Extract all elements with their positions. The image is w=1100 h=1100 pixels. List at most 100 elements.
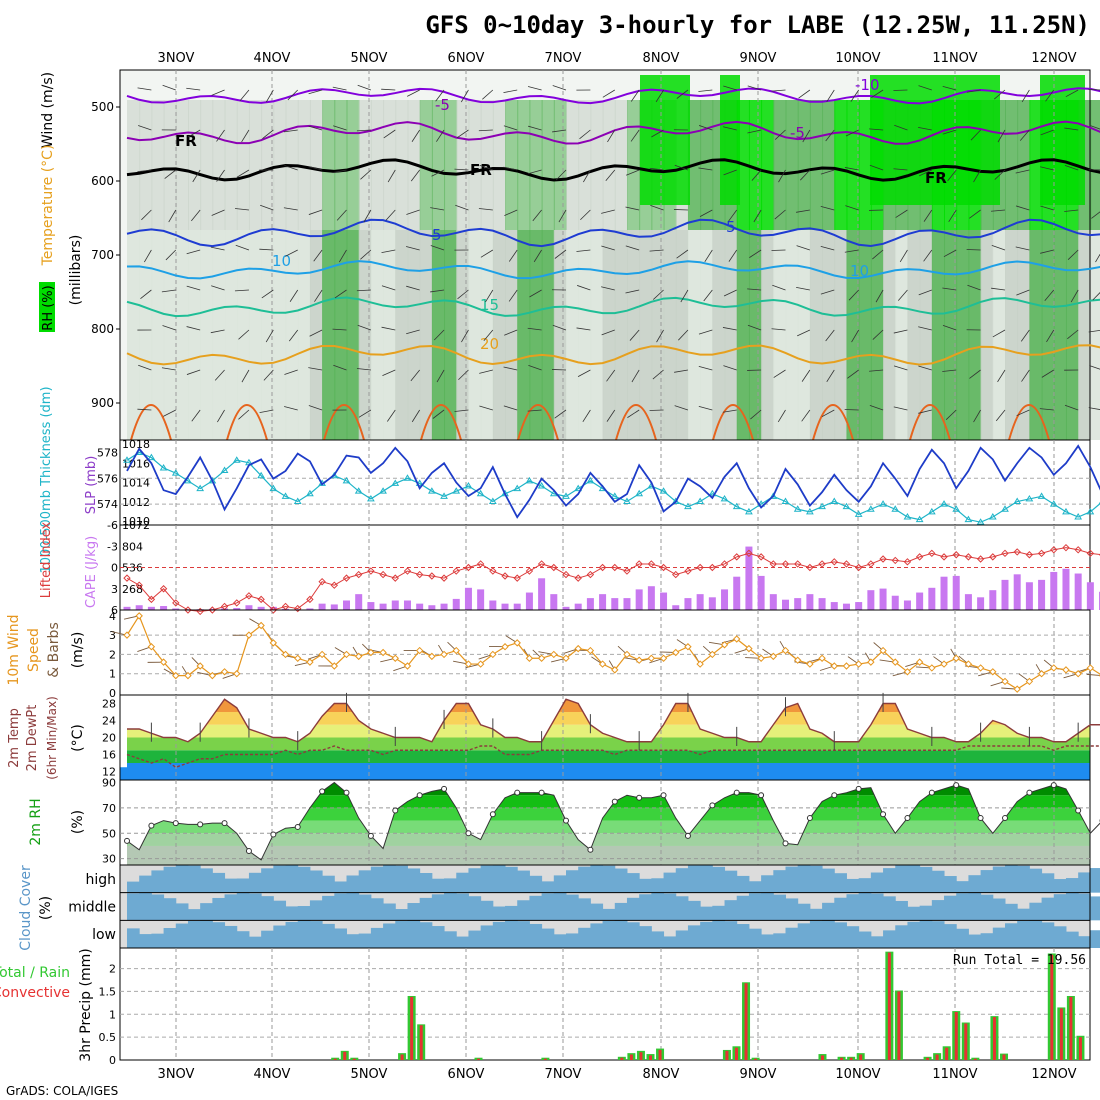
cloud-cell <box>163 927 177 948</box>
rh-shade-mid <box>261 100 275 230</box>
wind-barb <box>650 204 664 211</box>
wind-speed-point <box>976 664 985 672</box>
wind-speed-point <box>818 654 826 662</box>
precip-conv-bar <box>343 1051 347 1060</box>
rh-point <box>1075 807 1082 814</box>
cape-tick-label: 268 <box>122 583 143 596</box>
cloud-cell <box>139 892 152 921</box>
precip-tick-label: 0.5 <box>99 1031 117 1044</box>
cloud-cell <box>1090 868 1100 893</box>
cloud-cell <box>907 921 921 948</box>
rh-shade-mid <box>578 100 592 230</box>
wind-barb <box>969 369 981 379</box>
cape-bar <box>525 592 533 610</box>
wind-speed-point <box>489 650 497 659</box>
rh-shade-low <box>248 230 263 440</box>
wind-barb <box>601 329 615 336</box>
li-point <box>733 553 741 561</box>
rh-point <box>538 789 545 796</box>
wind-barb <box>918 409 932 414</box>
cloud-cell <box>846 894 860 921</box>
wind-barb <box>1040 205 1054 211</box>
wind-speed-point <box>379 648 387 657</box>
temperature-contour <box>126 87 1100 105</box>
cloud-cell <box>444 931 457 948</box>
wind-speed-point <box>952 654 960 662</box>
precip-tick-label: 1 <box>109 1008 116 1021</box>
wind-barb <box>431 169 445 177</box>
wind-barb <box>629 329 640 341</box>
cloud-cell <box>334 881 347 893</box>
cloud-cell <box>822 902 835 921</box>
li-point <box>842 560 851 568</box>
thickness-point <box>1074 513 1083 520</box>
date-label-top: 7NOV <box>545 51 582 66</box>
wind-barb <box>503 166 518 171</box>
wind-barb <box>872 329 884 340</box>
wind-barb <box>676 249 689 259</box>
wind-barb <box>774 209 786 220</box>
pressure-tick-label: 600 <box>91 174 114 188</box>
precip-tick-label: 1.5 <box>99 985 117 998</box>
rh-point <box>319 788 326 795</box>
cape-bar <box>586 598 594 610</box>
wind-barb <box>554 409 567 419</box>
thickness-point <box>720 494 729 502</box>
rh-point <box>221 820 228 827</box>
rh-tick-label: 30 <box>102 853 116 866</box>
wind-speed-point <box>611 666 619 674</box>
li-point <box>867 560 875 568</box>
wind-barb <box>747 288 762 291</box>
wind-barb <box>895 209 908 218</box>
wind-barb <box>723 169 737 176</box>
precip-tick-label: 0 <box>109 1054 116 1067</box>
wind-barb <box>410 369 420 382</box>
contour-label: -10 <box>855 76 880 94</box>
contour-label: 10 <box>272 252 291 270</box>
wind-barb <box>1067 249 1079 261</box>
cloud-cell <box>675 930 689 948</box>
wind-barb <box>186 369 201 375</box>
rh-point <box>465 830 472 837</box>
cape-bar <box>745 546 753 610</box>
wind-speed-point <box>757 654 765 662</box>
rh-point <box>343 789 350 796</box>
rh-point <box>660 792 667 799</box>
cloud-cell <box>883 868 896 893</box>
wind-barb <box>430 207 445 211</box>
wind-barb <box>527 409 542 412</box>
cape-bar <box>964 594 972 610</box>
contour-label: -5 <box>790 124 805 142</box>
precip-conv-bar <box>744 983 748 1060</box>
precip-conv-bar <box>897 991 901 1060</box>
wind-speed-label: Speed <box>26 628 42 672</box>
thickness-point <box>745 507 753 515</box>
precip-conv-bar <box>820 1055 824 1060</box>
cape-bar <box>269 606 277 610</box>
rh-shade-mid <box>139 100 153 230</box>
cloud-cell <box>236 892 250 921</box>
wind-barb <box>436 369 445 383</box>
rh-shade-low <box>822 230 836 440</box>
wind-barb <box>1086 673 1100 676</box>
wind-barb <box>503 89 518 94</box>
wind-barb <box>698 167 713 171</box>
cloud-cell <box>1005 865 1018 893</box>
cloud-cell <box>773 894 786 921</box>
cape-bar <box>769 594 777 610</box>
wind-barb <box>652 369 664 380</box>
wind-barb <box>800 169 811 181</box>
thickness-point <box>440 492 448 499</box>
rh-shade-low <box>346 230 360 440</box>
wind-barb <box>533 249 542 263</box>
rh-high-region <box>1040 75 1085 205</box>
wind-barb <box>722 409 737 413</box>
temp-unit-label: (°C) <box>70 724 86 752</box>
cloud-cell <box>309 921 323 948</box>
wind-barb <box>723 85 737 91</box>
cloud-cell <box>395 920 408 948</box>
thickness-point <box>781 497 790 505</box>
cloud-cell <box>956 881 969 893</box>
cloud-cell <box>1029 920 1043 948</box>
cloud-cell <box>712 905 726 921</box>
